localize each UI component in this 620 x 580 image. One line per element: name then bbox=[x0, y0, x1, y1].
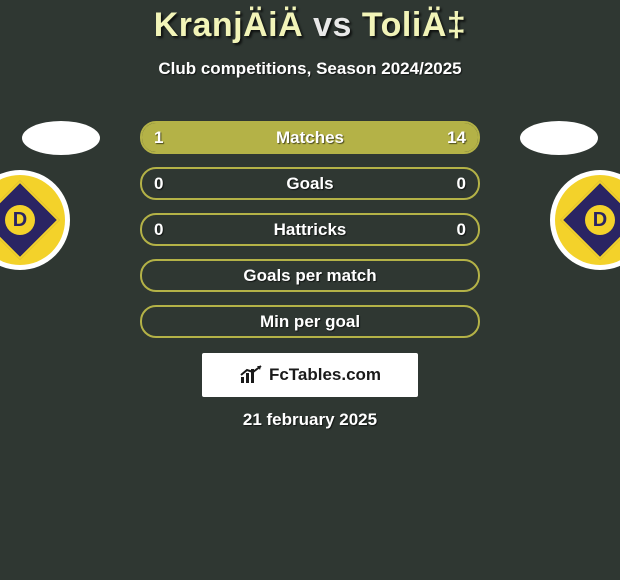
stat-label: Hattricks bbox=[142, 215, 478, 244]
club-badge-emblem: D bbox=[555, 175, 620, 265]
player-right-silhouette bbox=[520, 121, 598, 155]
stat-label: Goals bbox=[142, 169, 478, 198]
stat-label: Goals per match bbox=[142, 261, 478, 290]
club-badge-letter: D bbox=[585, 205, 615, 235]
title-player1: KranjÄiÄ bbox=[154, 6, 303, 44]
page-title: KranjÄiÄ vs ToliÄ‡ bbox=[0, 0, 620, 45]
club-badge-left: D bbox=[0, 170, 70, 270]
stats-container: 1 14 Matches 0 0 Goals 0 0 Hattricks Goa… bbox=[140, 121, 480, 351]
title-vs: vs bbox=[303, 6, 362, 44]
brand-watermark: FcTables.com bbox=[202, 353, 418, 397]
stat-label: Matches bbox=[142, 123, 478, 152]
brand-text: FcTables.com bbox=[269, 365, 381, 385]
player-left-silhouette bbox=[22, 121, 100, 155]
subtitle: Club competitions, Season 2024/2025 bbox=[0, 59, 620, 79]
stat-row-matches: 1 14 Matches bbox=[140, 121, 480, 154]
stat-row-goals-per-match: Goals per match bbox=[140, 259, 480, 292]
club-badge-right: D bbox=[550, 170, 620, 270]
chart-icon bbox=[239, 365, 263, 385]
stat-row-goals: 0 0 Goals bbox=[140, 167, 480, 200]
title-player2: ToliÄ‡ bbox=[362, 6, 466, 44]
stat-row-min-per-goal: Min per goal bbox=[140, 305, 480, 338]
club-badge-emblem: D bbox=[0, 175, 65, 265]
club-badge-letter: D bbox=[5, 205, 35, 235]
stat-row-hattricks: 0 0 Hattricks bbox=[140, 213, 480, 246]
stat-label: Min per goal bbox=[142, 307, 478, 336]
date-label: 21 february 2025 bbox=[0, 410, 620, 430]
